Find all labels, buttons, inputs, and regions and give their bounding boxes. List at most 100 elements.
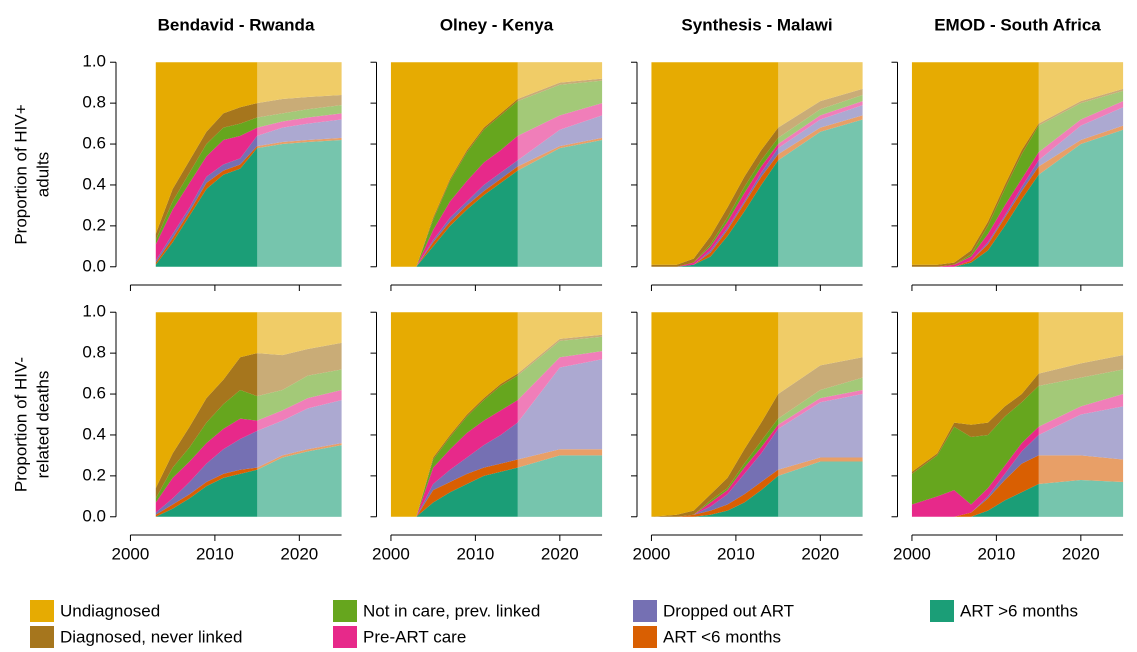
panel: Olney - Kenya <box>370 15 603 291</box>
x-tick-label: 2020 <box>280 544 318 563</box>
area <box>155 312 342 489</box>
legend-swatch <box>930 600 954 622</box>
y-tick-label: 0.0 <box>82 256 106 275</box>
legend-swatch <box>30 626 54 648</box>
area <box>651 62 863 265</box>
area <box>911 369 1124 505</box>
area <box>390 139 603 267</box>
y-axis-label: adults <box>33 152 52 197</box>
area <box>651 105 863 267</box>
area <box>911 107 1124 267</box>
legend-swatch <box>333 626 357 648</box>
legend: ART >6 months ART <6 months Dropped out AR… <box>30 600 1078 648</box>
area <box>651 312 863 517</box>
panel: Synthesis - Malawi <box>631 15 863 291</box>
area <box>155 62 342 235</box>
projection-shade <box>778 312 863 517</box>
legend-label: Not in care, prev. linked <box>363 601 540 620</box>
x-tick-label: 2020 <box>541 544 579 563</box>
area <box>155 105 342 245</box>
area <box>911 479 1124 517</box>
area <box>390 80 603 267</box>
area <box>911 455 1124 517</box>
area <box>390 62 603 267</box>
y-tick-label: 0.6 <box>82 384 106 403</box>
area <box>390 115 603 267</box>
x-tick-label: 2010 <box>717 544 755 563</box>
y-tick-label: 0.6 <box>82 134 106 153</box>
x-tick-label: 2010 <box>196 544 234 563</box>
projection-shade <box>257 312 342 517</box>
legend-label: ART >6 months <box>960 601 1078 620</box>
panel: 0.0 0.2 0.4 0.6 0.8 1.0 Bendavid - Rwanda Propo… <box>11 15 342 291</box>
area <box>390 455 603 517</box>
area <box>651 461 863 517</box>
area <box>651 357 863 517</box>
y-axis-label: Proportion of HIV+ <box>11 104 30 244</box>
area <box>155 113 342 261</box>
legend-label: Diagnosed, never linked <box>60 627 242 646</box>
panel-title: Olney - Kenya <box>440 15 554 34</box>
panel: EMOD - South Africa <box>891 15 1124 291</box>
legend-label: Dropped out ART <box>663 601 794 620</box>
projection-shade <box>517 62 603 267</box>
projection-shade <box>778 62 863 267</box>
legend-label: ART <6 months <box>663 627 781 646</box>
area <box>155 139 342 267</box>
area <box>651 119 863 267</box>
area <box>155 369 342 503</box>
area <box>155 342 342 499</box>
legend-swatch <box>633 600 657 622</box>
x-tick-label: 2020 <box>1062 544 1100 563</box>
y-tick-label: 0.4 <box>82 174 106 193</box>
y-tick-label: 0.0 <box>82 506 106 525</box>
legend-swatch <box>333 600 357 622</box>
area <box>651 457 863 517</box>
area <box>390 312 603 517</box>
panel-title: EMOD - South Africa <box>934 15 1101 34</box>
y-axis-label: related deaths <box>33 371 52 479</box>
area <box>390 359 603 517</box>
legend-swatch <box>633 626 657 648</box>
y-tick-label: 1.0 <box>82 52 106 71</box>
projection-shade <box>1038 62 1124 267</box>
panel: 2000 2010 2020 <box>631 311 863 563</box>
panel: 2000 2010 2020 <box>370 311 603 563</box>
panel-title: Bendavid - Rwanda <box>158 15 315 34</box>
legend-label: Undiagnosed <box>60 601 160 620</box>
x-tick-label: 2000 <box>893 544 931 563</box>
x-tick-label: 2010 <box>977 544 1015 563</box>
area <box>911 90 1124 267</box>
legend-swatch <box>30 600 54 622</box>
projection-shade <box>517 312 603 517</box>
area <box>651 389 863 517</box>
area <box>155 400 342 515</box>
area <box>911 62 1124 265</box>
projection-shade <box>1038 312 1124 517</box>
y-tick-label: 0.4 <box>82 424 106 443</box>
area <box>651 115 863 267</box>
area <box>911 355 1124 474</box>
area <box>155 119 342 263</box>
y-axis-label: Proportion of HIV- <box>11 357 30 492</box>
area <box>155 389 342 513</box>
y-tick-label: 0.2 <box>82 465 106 484</box>
projection-shade <box>257 62 342 267</box>
y-tick-label: 0.8 <box>82 93 106 112</box>
x-tick-label: 2000 <box>372 544 410 563</box>
x-tick-label: 2020 <box>801 544 839 563</box>
area <box>155 445 342 517</box>
x-tick-label: 2000 <box>633 544 671 563</box>
area <box>911 129 1124 267</box>
y-tick-label: 0.8 <box>82 343 106 362</box>
x-tick-label: 2010 <box>456 544 494 563</box>
panel-title: Synthesis - Malawi <box>681 15 832 34</box>
area <box>911 394 1124 517</box>
x-tick-label: 2000 <box>112 544 150 563</box>
y-tick-label: 1.0 <box>82 302 106 321</box>
area <box>651 377 863 517</box>
y-tick-label: 0.2 <box>82 215 106 234</box>
panel: 0.0 0.2 0.4 0.6 0.8 1.0 2000 2010 2020 Proportion… <box>11 302 342 563</box>
panel: 2000 2010 2020 <box>891 311 1124 563</box>
